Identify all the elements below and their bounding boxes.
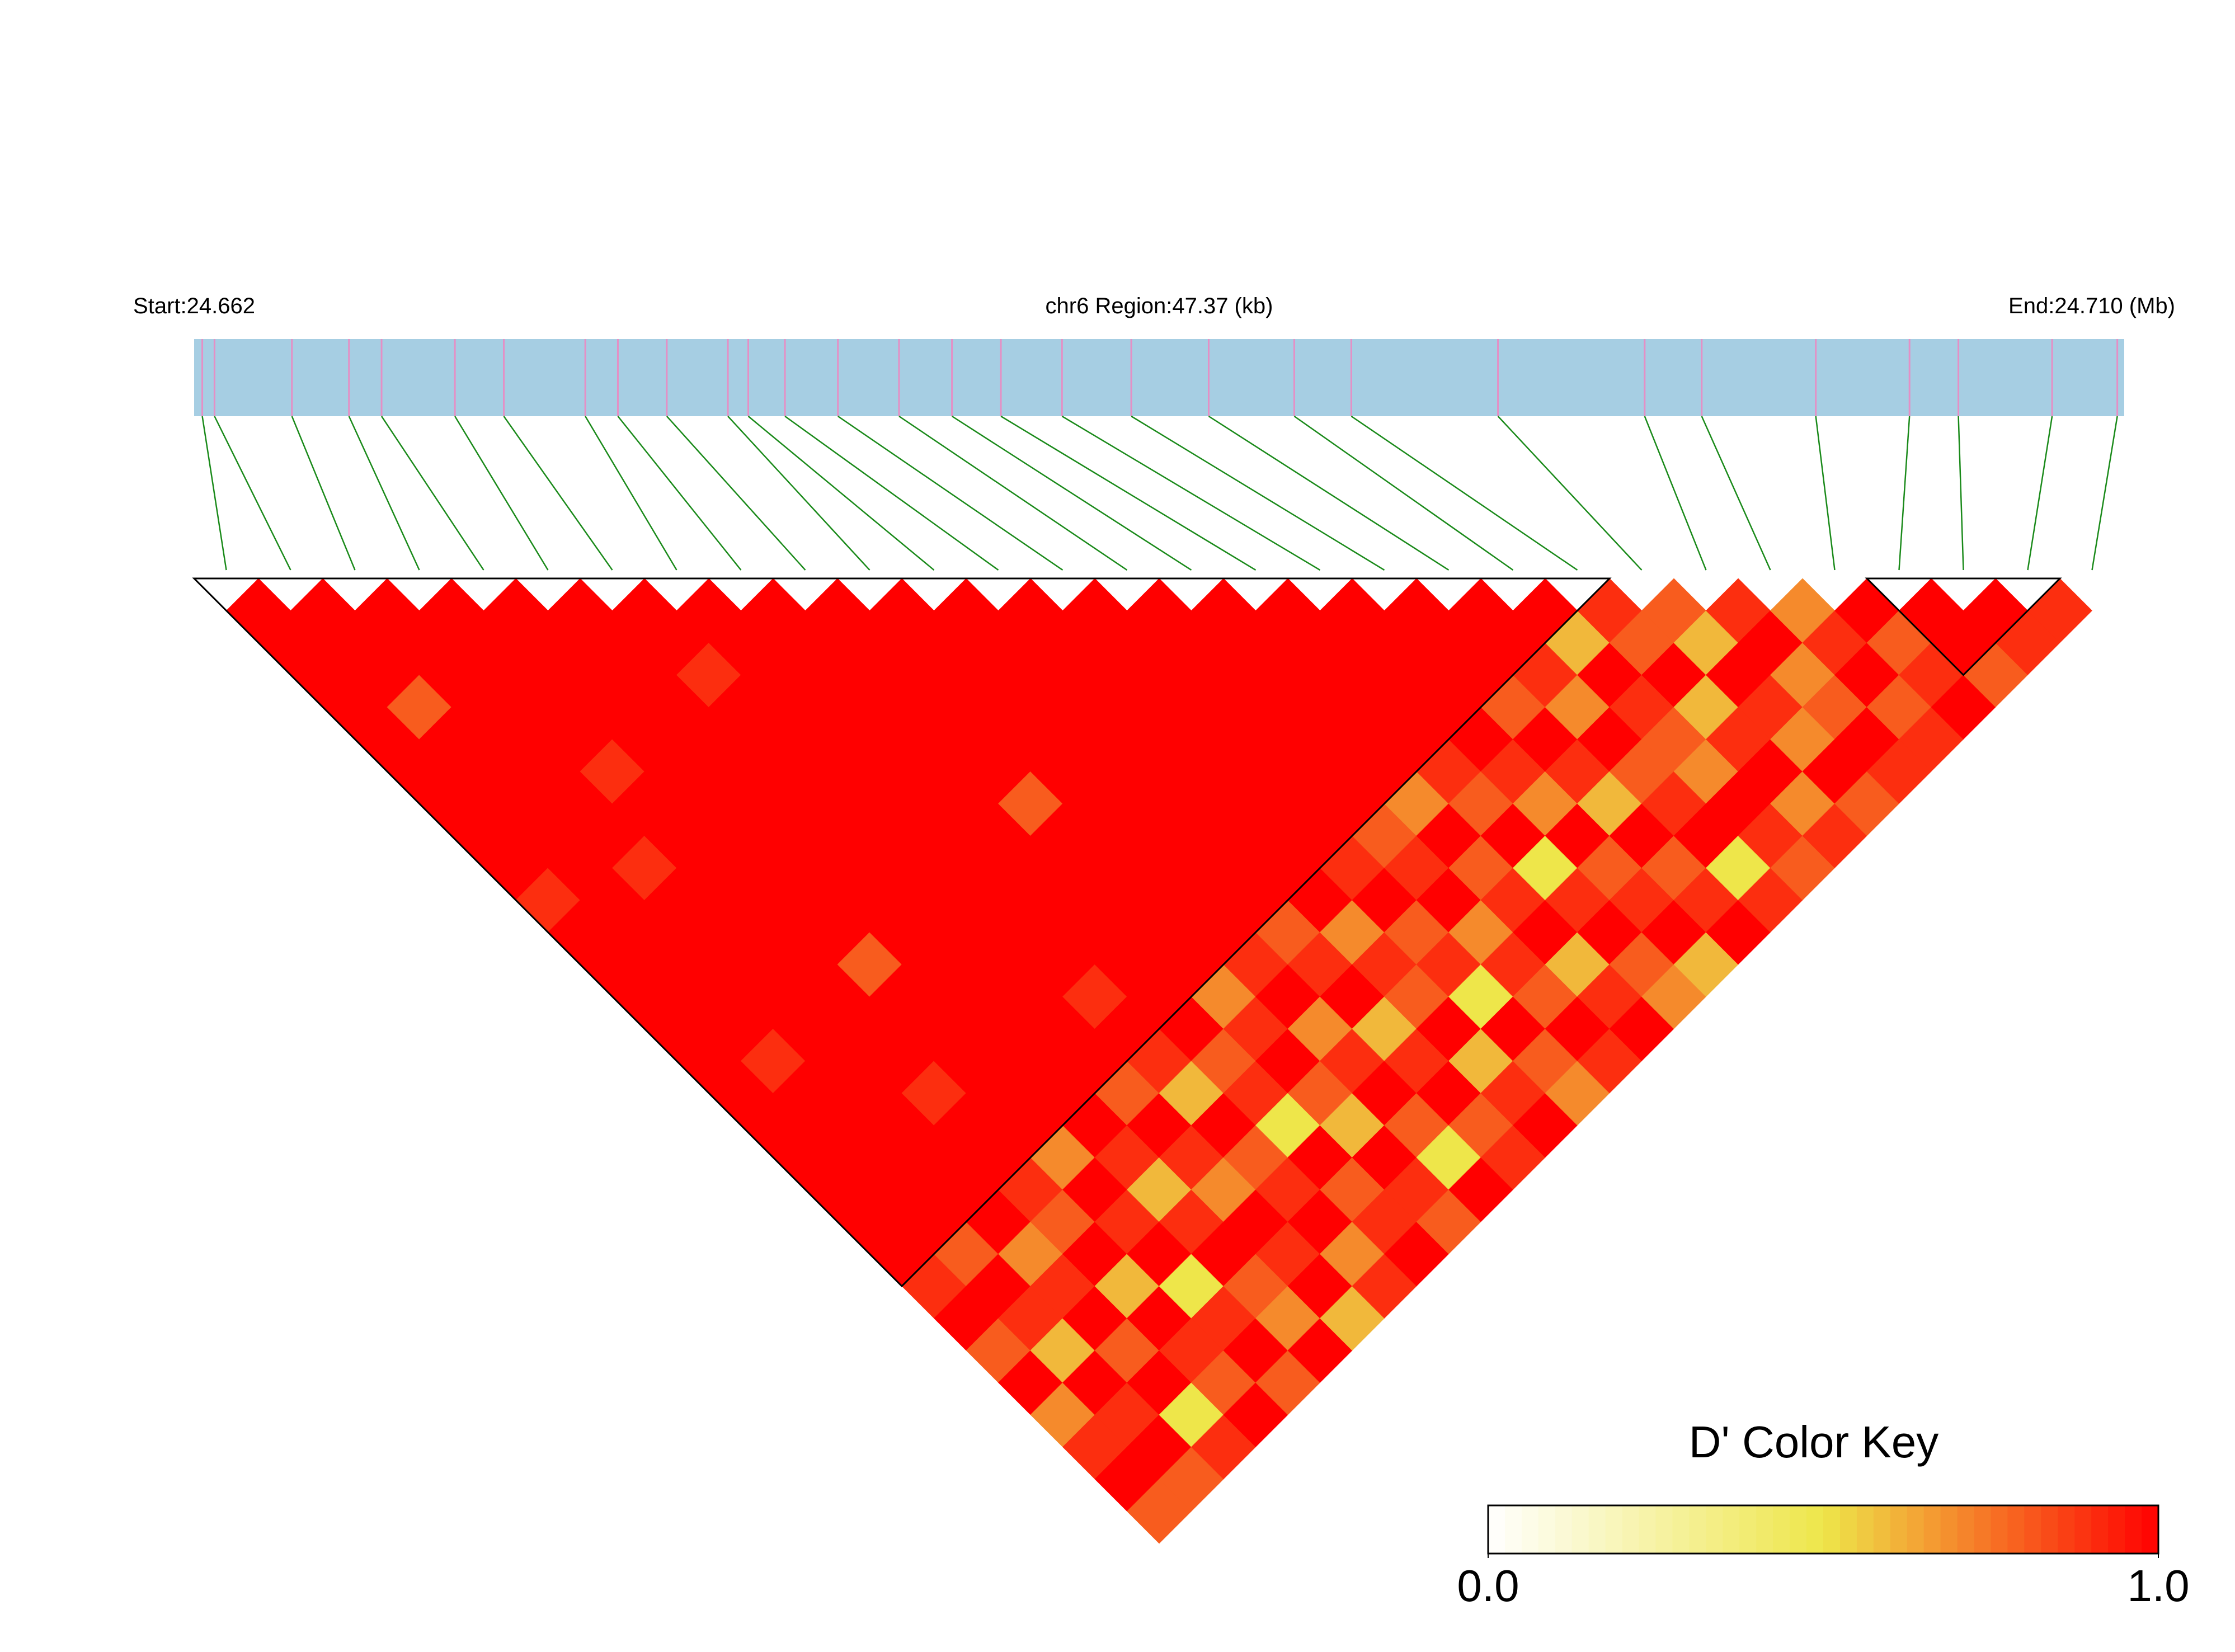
colorbar-step: [1622, 1505, 1640, 1554]
snp-connector: [1898, 416, 1911, 571]
snp-connector: [585, 416, 677, 571]
snp-connector: [454, 416, 549, 571]
snp-connector: [727, 416, 871, 571]
snp-connector: [2027, 416, 2053, 571]
colorbar-step: [1689, 1505, 1707, 1554]
region-label: chr6 Region:47.37 (kb): [1046, 294, 1273, 318]
snp-connector: [214, 416, 291, 571]
start-label: Start:24.662: [133, 294, 255, 318]
colorbar-step: [1723, 1505, 1740, 1554]
snp-connector: [1208, 415, 1450, 571]
snp-connector: [837, 415, 1064, 571]
colorbar-step: [2091, 1505, 2109, 1554]
colorbar-step: [2108, 1505, 2125, 1554]
snp-connector: [951, 415, 1192, 571]
snp-connector: [1644, 416, 1707, 571]
colorbar-step: [1555, 1505, 1573, 1554]
snp-connector: [1701, 416, 1771, 571]
snp-connector: [898, 415, 1128, 571]
colorbar-step: [2024, 1505, 2042, 1554]
ld-block: [192, 577, 1612, 1288]
snp-connector: [291, 416, 356, 571]
colorbar-step: [1605, 1505, 1623, 1554]
colorbar-step: [1588, 1505, 1606, 1554]
colorbar-step: [1655, 1505, 1673, 1554]
snp-connector: [1815, 416, 1836, 571]
colorbar-step: [2007, 1505, 2025, 1554]
snp-connector: [1061, 415, 1321, 571]
colorbar-step: [1974, 1505, 1992, 1554]
colorbar-step: [1823, 1505, 1841, 1554]
colorbar-step: [2041, 1505, 2059, 1554]
colorbar-step: [2058, 1505, 2076, 1554]
colorbar-frame: [1487, 1504, 2159, 1555]
snp-connector: [666, 416, 806, 571]
colorbar-tick-label: 1.0: [2127, 1561, 2189, 1611]
snp-connector: [1000, 415, 1257, 571]
colorbar-step: [1873, 1505, 1891, 1554]
snp-connector: [348, 416, 420, 571]
colorbar-title: D' Color Key: [1689, 1417, 1939, 1467]
snp-connector: [1497, 416, 1643, 571]
snp-connector: [1293, 415, 1514, 571]
colorbar-step: [1890, 1505, 1908, 1554]
colorbar-step: [1504, 1505, 1522, 1554]
colorbar-step: [1571, 1505, 1589, 1554]
snp-connector: [201, 416, 227, 571]
colorbar-step: [1773, 1505, 1790, 1554]
snp-connector: [1131, 415, 1385, 571]
colorbar-step: [1739, 1505, 1757, 1554]
snp-connector: [1351, 415, 1578, 571]
colorbar-step: [1991, 1505, 2008, 1554]
colorbar-step: [1790, 1505, 1807, 1554]
colorbar-step: [1756, 1505, 1773, 1554]
end-label: End:24.710 (Mb): [2008, 294, 2175, 318]
colorbar-step: [2074, 1505, 2092, 1554]
colorbar-step: [1856, 1505, 1874, 1554]
snp-connector: [2091, 416, 2118, 571]
colorbar-step: [1806, 1505, 1824, 1554]
colorbar-step: [1957, 1505, 1975, 1554]
snp-connector: [1958, 416, 1964, 571]
colorbar-step: [1940, 1505, 1958, 1554]
colorbar-step: [1488, 1505, 1505, 1554]
colorbar-step: [1639, 1505, 1657, 1554]
snp-connector: [784, 415, 999, 571]
colorbar-step: [1839, 1505, 1857, 1554]
snp-connector: [503, 416, 613, 571]
colorbar-step: [1923, 1505, 1941, 1554]
colorbar-step: [1907, 1505, 1925, 1554]
position-bar: [194, 339, 2124, 416]
colorbar-step: [1672, 1505, 1690, 1554]
colorbar-step: [1706, 1505, 1724, 1554]
snp-connector: [617, 416, 742, 571]
colorbar-step: [1538, 1505, 1556, 1554]
colorbar-step: [2125, 1505, 2142, 1554]
snp-connector: [747, 416, 935, 571]
ld-block: [1865, 577, 2062, 676]
colorbar-step: [2142, 1505, 2159, 1554]
colorbar-step: [1521, 1505, 1539, 1554]
colorbar-tick-label: 0.0: [1457, 1561, 1519, 1611]
snp-connector: [380, 416, 484, 571]
